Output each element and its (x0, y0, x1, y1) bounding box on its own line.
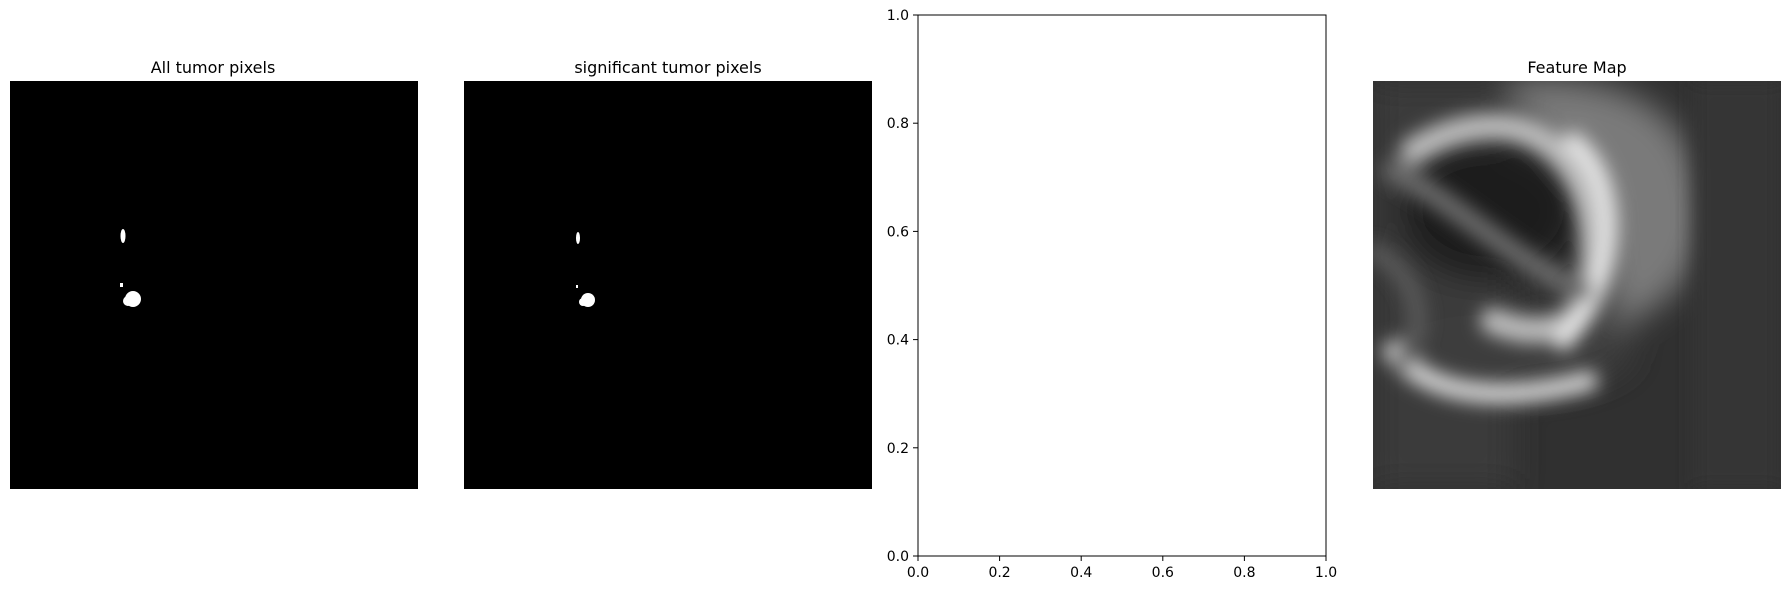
all-tumor-title: All tumor pixels (150, 58, 276, 77)
feature-map-title: Feature Map (1527, 58, 1627, 77)
significant-tumor-mask (464, 81, 872, 489)
tumor-blob (123, 296, 133, 306)
y-tick-label: 1.0 (887, 8, 909, 24)
x-axis: 0.0 0.2 0.4 0.6 0.8 1.0 (907, 556, 1337, 581)
axes-frame (917, 14, 1327, 557)
tumor-blob (576, 285, 578, 288)
feature-map-render (1373, 81, 1781, 489)
y-axis: 0.0 0.2 0.4 0.6 0.8 1.0 (887, 8, 918, 565)
x-tick-label: 0.2 (988, 565, 1010, 581)
tumor-blob (120, 283, 123, 287)
y-tick-label: 0.2 (887, 441, 909, 457)
x-tick-label: 1.0 (1315, 565, 1337, 581)
y-tick-label: 0.8 (887, 116, 909, 132)
all-tumor-image (10, 81, 418, 489)
x-tick-label: 0.4 (1070, 565, 1092, 581)
all-tumor-mask (10, 81, 418, 489)
tumor-blob (120, 229, 126, 243)
tumor-blob (576, 232, 580, 244)
significant-tumor-title: significant tumor pixels (574, 58, 762, 77)
tumor-blob (579, 298, 587, 306)
feature-map-image (1373, 81, 1781, 489)
x-tick-label: 0.8 (1233, 565, 1255, 581)
significant-tumor-image (464, 81, 872, 489)
y-tick-label: 0.6 (887, 224, 909, 240)
y-tick-label: 0.0 (887, 549, 909, 565)
x-tick-label: 0.0 (907, 565, 929, 581)
y-tick-label: 0.4 (887, 333, 909, 349)
x-tick-label: 0.6 (1152, 565, 1174, 581)
